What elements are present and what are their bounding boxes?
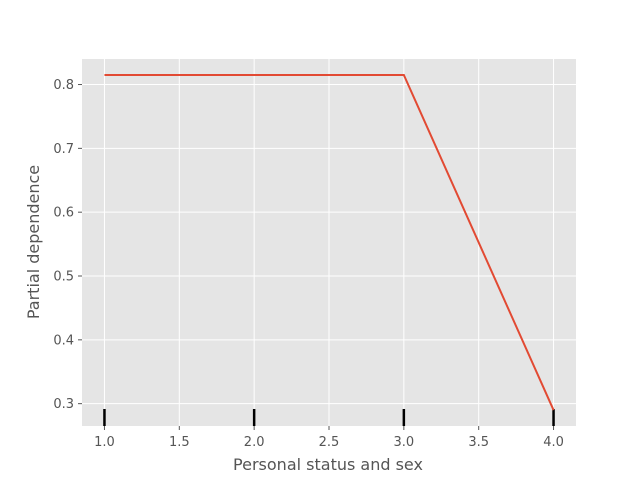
rug-marks [103,409,555,426]
x-axis-label: Personal status and sex [233,455,423,474]
y-tick-label: 0.4 [53,333,74,348]
y-axis-label: Partial dependence [24,165,43,319]
y-tick-label: 0.8 [53,78,74,93]
pd-line [104,73,555,411]
x-tick-label: 4.0 [543,435,564,450]
x-tick-label: 2.0 [244,435,265,450]
x-tick-label: 3.5 [468,435,489,450]
y-tick-label: 0.6 [53,206,74,221]
x-tick-label: 2.5 [319,435,340,450]
x-tick-label: 1.0 [94,435,115,450]
x-tick-label: 1.5 [169,435,190,450]
x-tick-label: 3.0 [394,435,415,450]
y-tick-label: 0.5 [53,270,74,285]
y-tick-labels: 0.3 0.4 0.5 0.6 0.7 0.8 [53,78,82,412]
y-tick-label: 0.3 [53,397,74,412]
series-lines [104,73,555,411]
y-tick-label: 0.7 [53,142,74,157]
x-tick-labels: 1.0 1.5 2.0 2.5 3.0 3.5 4.0 [94,426,564,450]
